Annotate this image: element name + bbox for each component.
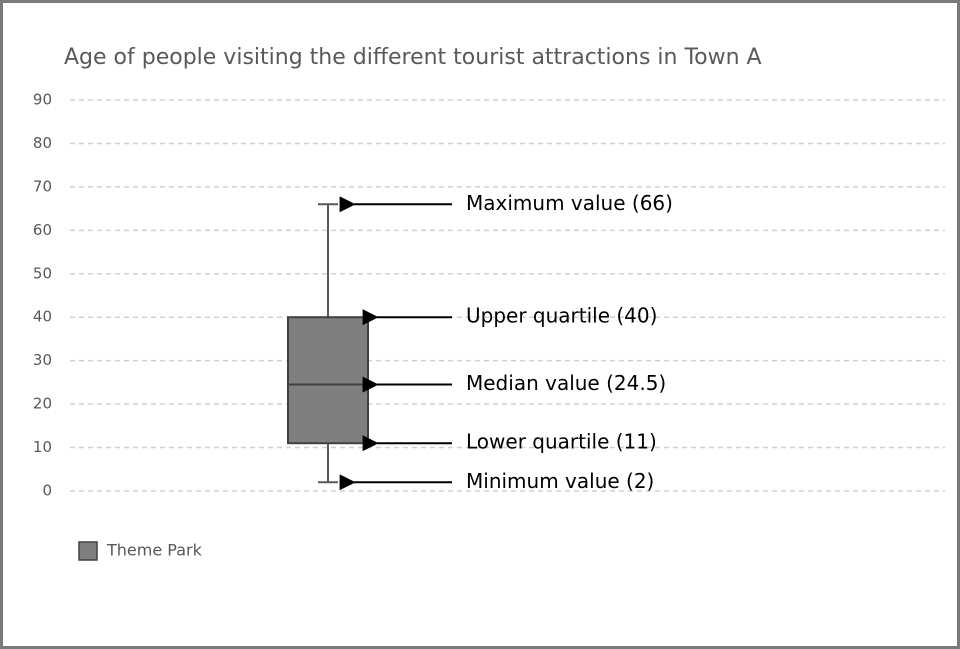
y-tick-label: 40 bbox=[33, 308, 52, 326]
annotation: Maximum value (66) bbox=[466, 191, 673, 215]
y-tick-label: 60 bbox=[33, 221, 52, 239]
y-tick-label: 10 bbox=[33, 438, 52, 456]
legend-swatch bbox=[78, 541, 98, 561]
box bbox=[287, 316, 369, 445]
annotation: Median value (24.5) bbox=[466, 371, 666, 395]
annotation: Lower quartile (11) bbox=[466, 430, 657, 454]
chart-title: Age of people visiting the different tou… bbox=[64, 45, 762, 70]
annotation: Upper quartile (40) bbox=[466, 304, 657, 328]
y-tick-label: 0 bbox=[42, 482, 52, 500]
y-tick-label: 20 bbox=[33, 395, 52, 413]
annotation: Minimum value (2) bbox=[466, 469, 654, 493]
legend-label: Theme Park bbox=[106, 541, 203, 560]
y-tick-label: 70 bbox=[33, 177, 52, 195]
y-tick-label: 50 bbox=[33, 264, 52, 282]
y-tick-label: 30 bbox=[33, 351, 52, 369]
y-tick-label: 80 bbox=[33, 134, 52, 152]
y-tick-label: 90 bbox=[33, 91, 52, 109]
